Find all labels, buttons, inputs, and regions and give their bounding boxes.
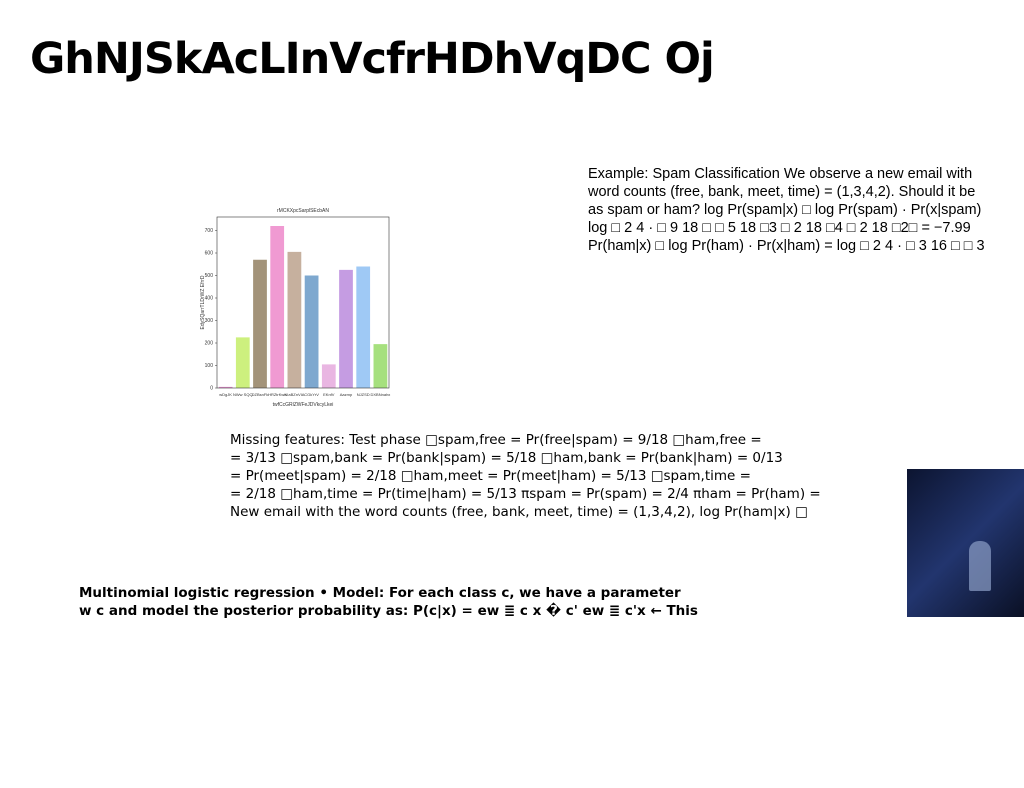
x-tick-label: Aazmp <box>340 392 353 397</box>
y-tick-label: 200 <box>205 341 214 347</box>
x-tick-label: DXBNnahx <box>371 392 391 397</box>
text-line: Missing features: Test phase □spam,free … <box>230 432 762 448</box>
bar <box>339 269 353 388</box>
text-line: = Pr(meet|spam) = 2/18 □ham,meet = Pr(me… <box>230 468 751 484</box>
bar <box>287 251 302 388</box>
x-tick-label: NJZSD <box>357 392 370 397</box>
x-tick-label: HRZtrKwx <box>268 392 286 397</box>
bar <box>218 386 233 388</box>
x-tick-label: NWw SQQ <box>233 392 253 397</box>
x-tick-label: EKnfV <box>323 392 335 397</box>
x-axis-label: twfCcGRlZWFeJDVkcyLkei <box>273 402 334 408</box>
y-tick-label: 0 <box>210 386 213 392</box>
bar <box>304 275 319 388</box>
text-line: word counts (free, bank, meet, time) = (… <box>588 184 976 200</box>
example-text: Example: Spam Classification We observe … <box>588 165 985 255</box>
x-tick-label: wDgJK <box>219 392 232 397</box>
bar <box>373 344 388 388</box>
video-thumbnail <box>907 469 1024 617</box>
text-line: log □ 2 4 · □ 9 18 □ □ 5 18 □3 □ 2 18 □4… <box>588 220 971 236</box>
bar <box>356 266 371 388</box>
slide-title: GhNJSkAcLInVcfrHDhVqDC Oj <box>30 34 715 84</box>
y-tick-label: 700 <box>205 228 214 234</box>
multinomial-text: Multinomial logistic regression • Model:… <box>79 584 698 620</box>
y-axis-label: EdySQarrTLDrWZ EfrrD <box>200 275 206 329</box>
text-line: w c and model the posterior probability … <box>79 603 698 619</box>
bar-chart: rMCKXpcSarplSEcbAN twfCcGRlZWFeJDVkcyLkei… <box>200 208 391 408</box>
bar <box>321 364 336 388</box>
y-tick-label: 400 <box>205 296 214 302</box>
bar <box>253 259 267 388</box>
bar <box>270 226 285 388</box>
chart-title: rMCKXpcSarplSEcbAN <box>277 208 329 214</box>
text-line: Multinomial logistic regression • Model:… <box>79 585 681 601</box>
text-line: Pr(ham|x) □ log Pr(ham) · Pr(x|ham) = lo… <box>588 238 985 254</box>
bar <box>235 337 250 388</box>
missing-text: Missing features: Test phase □spam,free … <box>230 431 821 521</box>
text-line: = 3/13 □spam,bank = Pr(bank|spam) = 5/18… <box>230 450 783 466</box>
plot-frame <box>216 216 390 389</box>
x-tick-label: NIaBZnVIA <box>284 392 304 397</box>
y-tick-label: 600 <box>205 251 214 257</box>
text-line: = 2/18 □ham,time = Pr(time|ham) = 5/13 π… <box>230 486 821 502</box>
text-line: Example: Spam Classification We observe … <box>588 166 973 182</box>
y-tick-label: 100 <box>205 363 214 369</box>
text-line: New email with the word counts (free, ba… <box>230 504 808 520</box>
y-tick-label: 300 <box>205 318 214 324</box>
text-line: as spam or ham? log Pr(spam|x) □ log Pr(… <box>588 202 982 218</box>
y-tick-label: 500 <box>205 273 214 279</box>
x-tick-label: CGkYrV <box>304 392 319 397</box>
x-tick-label: DZBsnFk <box>252 392 269 397</box>
